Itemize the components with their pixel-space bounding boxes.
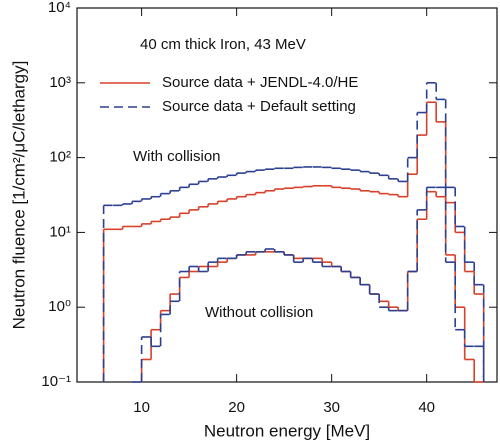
x-tick-label: 40 <box>418 399 435 416</box>
x-axis-label: Neutron energy [MeV] <box>204 421 370 440</box>
x-tick-label: 10 <box>133 399 150 416</box>
x-tick-label: 20 <box>228 399 245 416</box>
y-axis-label: Neutron fluence [1/cm²/μC/lethargy] <box>9 61 28 330</box>
annotation: Without collision <box>205 304 313 321</box>
legend-label: Source data + Default setting <box>162 98 356 115</box>
y-tick-label: 10³ <box>49 74 71 91</box>
y-tick-label: 10¹ <box>49 223 71 240</box>
y-tick-label: 10⁴ <box>48 0 71 16</box>
y-tick-label: 10² <box>49 149 71 166</box>
legend-label: Source data + JENDL-4.0/HE <box>162 74 358 91</box>
plot-frame <box>76 7 498 383</box>
y-tick-label: 10⁻¹ <box>41 373 71 390</box>
x-tick-label: 30 <box>323 399 340 416</box>
y-tick-label: 10⁰ <box>48 298 71 315</box>
chart-title: 40 cm thick Iron, 43 MeV <box>140 36 306 53</box>
annotation: With collision <box>133 148 221 165</box>
